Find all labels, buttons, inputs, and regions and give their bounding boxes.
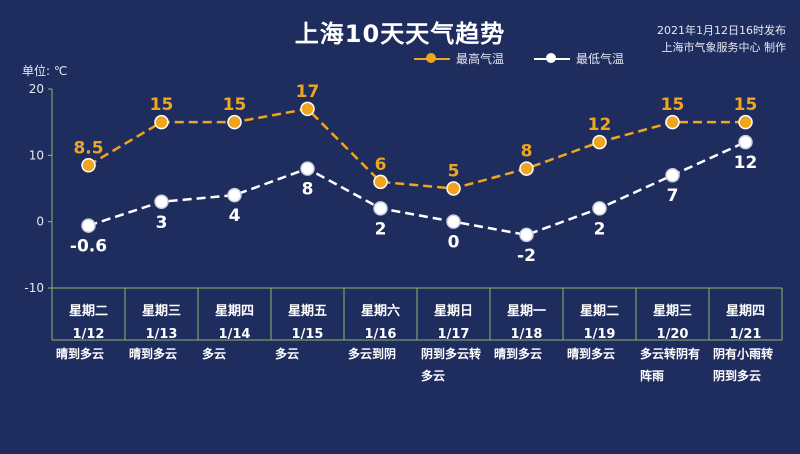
high-temp-point [592,134,607,150]
day-date: 1/21 [729,327,762,342]
legend-low-label: 最低气温 [576,52,625,66]
low-temp-point [373,201,388,216]
day-date: 1/15 [291,327,324,342]
y-tick-label: 0 [36,215,44,229]
day-name: 星期日 [433,304,473,319]
page-title: 上海10天天气趋势 [294,20,506,48]
y-tick-label: 10 [29,148,44,162]
day-name: 星期一 [506,304,546,319]
day-name: 星期五 [287,304,327,319]
low-temp-label: 12 [734,153,758,173]
high-temp-label: 12 [588,115,612,135]
day-weather: 多云 [202,347,227,361]
day-date: 1/12 [72,327,105,342]
legend-low-swatch [534,52,571,66]
day-column: 星期一 1/18 [490,290,563,342]
day-date: 1/14 [218,327,251,342]
day-column: 星期二 1/19 [563,290,636,342]
legend-high-swatch [414,52,450,66]
day-weather: 多云转阴有阵雨 [640,347,701,383]
day-column: 星期二 1/12 [52,290,125,342]
low-temp-point [519,227,534,243]
day-column: 星期六 1/16 [344,290,417,342]
day-date: 1/18 [510,327,543,342]
day-date: 1/13 [145,327,178,342]
low-temp-point [665,167,680,183]
low-temp-label: 2 [594,219,606,239]
high-temp-point [665,114,680,130]
day-column: 星期三 1/20 [636,290,709,342]
day-weather: 晴到多云 [56,347,105,361]
y-tick-label: -10 [24,281,44,295]
high-temp-point [227,114,242,130]
day-date: 1/16 [364,327,397,342]
day-name: 星期三 [652,304,692,319]
day-weather: 多云 [275,347,300,361]
day-name: 星期六 [360,304,400,319]
high-temp-point [446,181,461,196]
day-weather: 阴有小雨转阴到多云 [713,347,774,383]
low-temp-label: 4 [229,206,241,226]
high-temp-line [87,107,746,190]
high-temp-label: 15 [223,95,247,115]
high-temp-point [81,158,96,173]
low-temp-label: -0.6 [70,237,107,257]
high-temp-label: 8.5 [73,138,103,158]
low-temp-label: 8 [302,180,314,200]
low-temp-point [81,218,96,233]
unit-label: 单位: ℃ [22,64,68,78]
low-temp-label: -2 [517,246,536,266]
publish-time: 2021年1月12日16时发布 [657,24,786,37]
day-weather: 晴到多云 [129,347,178,361]
day-weather: 晴到多云 [494,347,543,361]
high-temp-point [154,114,169,130]
day-date: 1/17 [437,327,470,342]
legend-low: 最低气温 [534,50,624,67]
high-temp-point [519,161,534,176]
high-temp-label: 17 [296,82,320,102]
high-temp-point [373,174,388,190]
day-name: 星期四 [214,304,254,319]
low-temp-line [88,140,747,237]
day-name: 星期四 [725,304,765,319]
low-temp-point [738,134,753,150]
day-column: 星期三 1/13 [125,290,198,342]
low-temp-point [227,187,242,203]
legend-high-label: 最高气温 [456,52,505,66]
day-weather: 多云到阴 [348,347,397,361]
low-temp-point [154,194,169,210]
low-temp-point [300,161,315,176]
publisher: 上海市气象服务中心 制作 [661,41,787,54]
day-weather: 阴到多云转多云 [421,347,482,383]
high-temp-label: 6 [375,155,387,175]
low-temp-point [592,201,607,216]
low-temp-point [446,214,461,229]
day-weather: 晴到多云 [567,347,616,361]
day-name: 星期二 [579,304,619,319]
high-temp-label: 15 [661,95,685,115]
high-temp-label: 5 [448,162,460,182]
high-temp-point [738,114,753,130]
low-temp-label: 3 [156,213,168,233]
day-column: 星期四 1/21 [709,290,782,342]
low-temp-label: 0 [448,233,460,253]
high-temp-label: 15 [734,95,758,115]
day-name: 星期二 [68,304,108,319]
high-temp-point [300,101,315,117]
day-name: 星期三 [141,304,181,319]
day-column: 星期日 1/17 [417,290,490,342]
low-temp-label: 7 [667,186,679,206]
high-temp-label: 8 [521,142,533,162]
high-temp-label: 15 [150,95,174,115]
publish-info: 2021年1月12日16时发布 上海市气象服务中心 制作 [546,22,786,56]
low-temp-label: 2 [375,219,387,239]
chart-legend: 最高气温 最低气温 [414,50,654,67]
day-column: 星期四 1/14 [198,290,271,342]
legend-high: 最高气温 [414,50,504,67]
y-tick-label: 20 [29,82,44,96]
day-date: 1/20 [656,327,689,342]
day-column: 星期五 1/15 [271,290,344,342]
day-date: 1/19 [583,327,616,342]
